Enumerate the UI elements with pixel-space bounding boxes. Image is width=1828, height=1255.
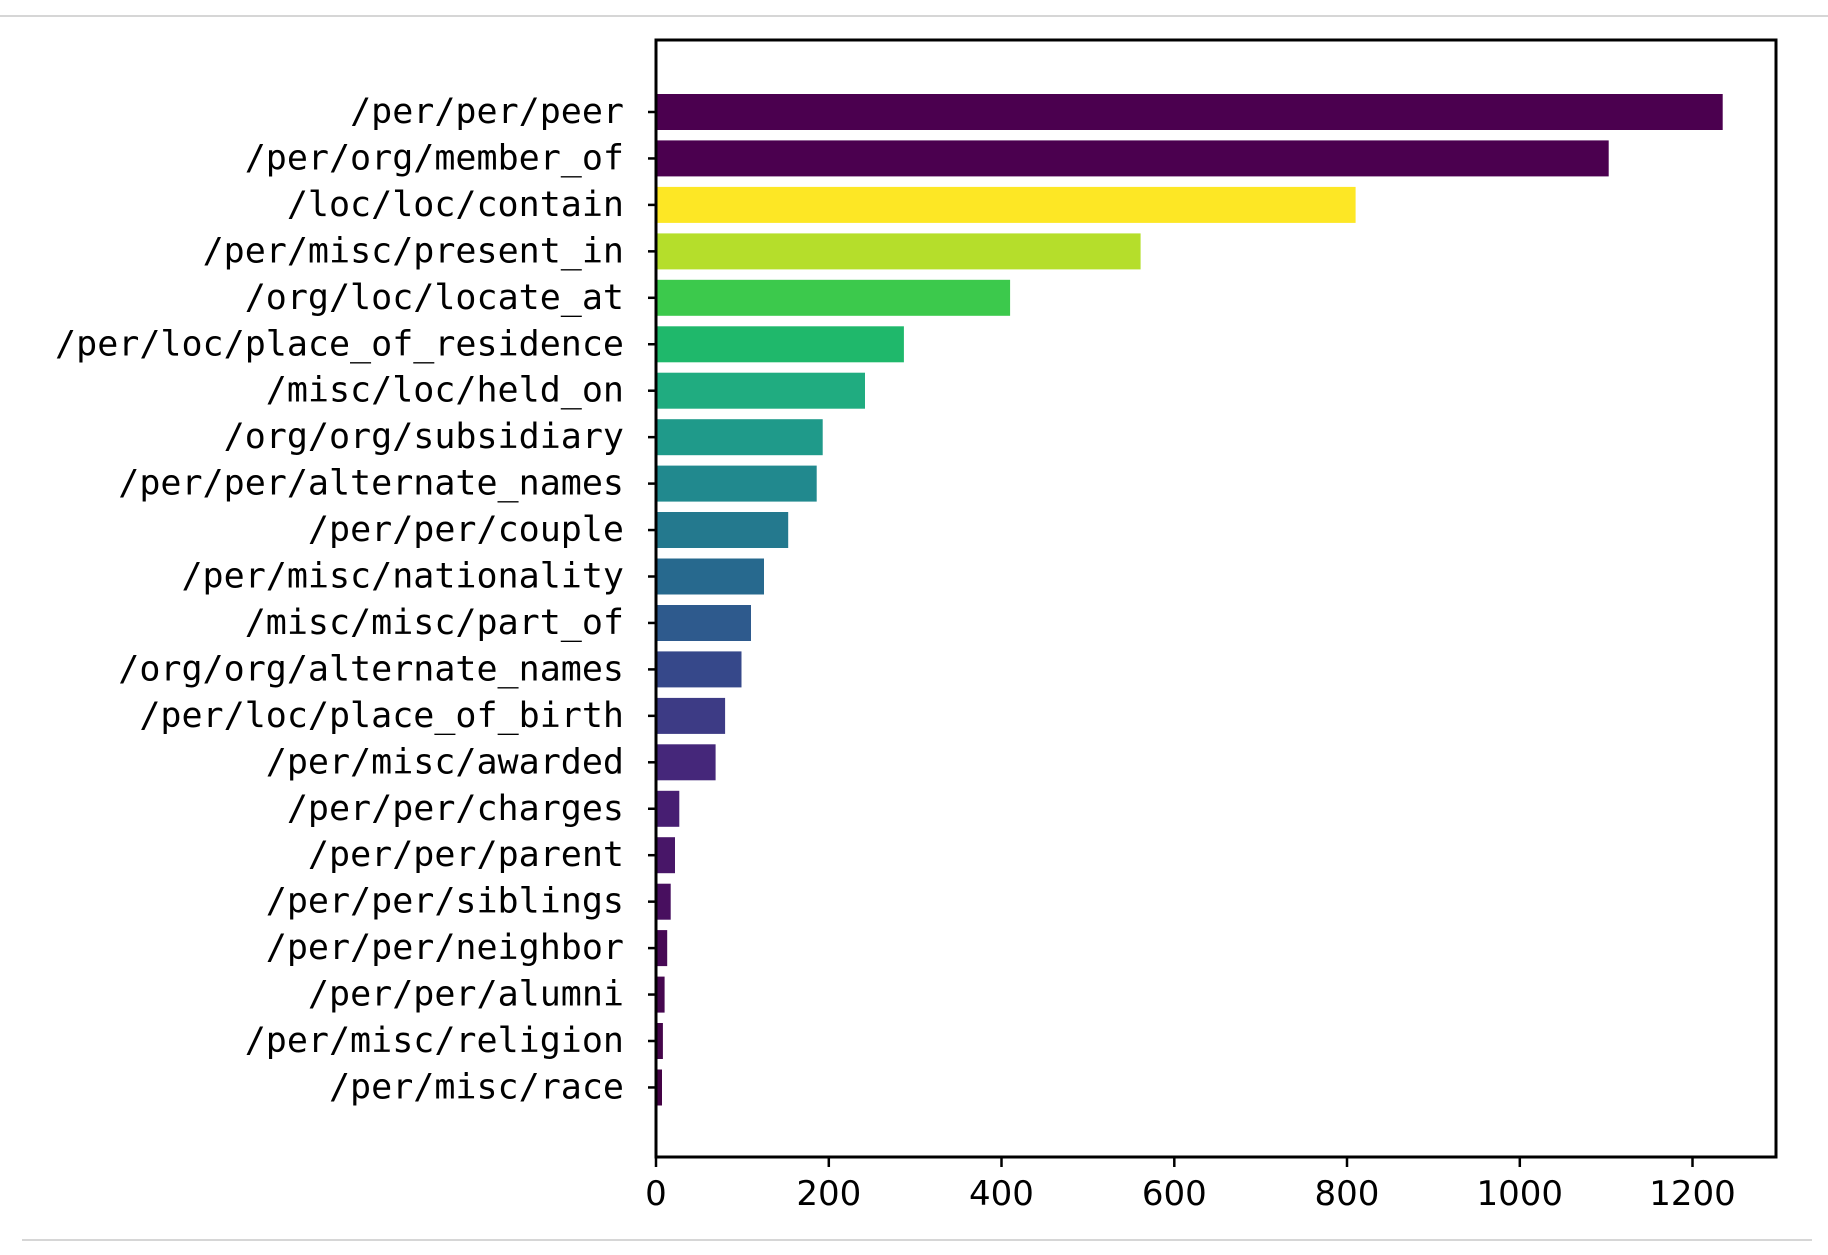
bar	[656, 186, 1356, 223]
bar	[656, 883, 671, 920]
category-label: /org/loc/locate_at	[245, 278, 624, 318]
category-label: /per/per/alumni	[308, 975, 624, 1015]
bar	[656, 140, 1609, 177]
bar	[656, 605, 751, 641]
bar	[656, 419, 823, 456]
category-label: /per/per/neighbor	[266, 928, 624, 968]
category-label: /per/per/couple	[308, 510, 624, 550]
x-tick-label: 800	[1315, 1174, 1380, 1214]
bar	[656, 326, 904, 363]
category-label: /per/per/alternate_names	[118, 464, 624, 504]
x-tick-label: 600	[1142, 1174, 1207, 1214]
category-label: /per/misc/awarded	[266, 742, 624, 782]
category-label: /org/org/subsidiary	[224, 417, 624, 457]
category-label: /org/org/alternate_names	[118, 649, 624, 689]
x-tick-label: 1200	[1649, 1174, 1736, 1214]
category-label: /per/misc/religion	[245, 1021, 624, 1061]
category-label: /per/per/charges	[287, 789, 624, 829]
bar	[656, 790, 680, 827]
x-tick-label: 200	[796, 1174, 861, 1214]
x-tick-label: 1000	[1477, 1174, 1564, 1214]
bar	[656, 1023, 663, 1059]
bar	[656, 697, 726, 734]
category-label: /per/per/siblings	[266, 882, 624, 922]
category-labels: /per/per/peer/per/org/member_of/loc/loc/…	[55, 92, 624, 1107]
category-label: /per/misc/nationality	[181, 557, 624, 597]
bar	[656, 512, 789, 548]
category-label: /per/loc/place_of_residence	[55, 324, 624, 364]
bar	[656, 837, 675, 874]
x-axis-ticks: 0 200 400 600 800 1000 1200	[645, 110, 1736, 1214]
bars-layer	[656, 94, 1723, 1106]
bar	[656, 744, 716, 781]
bar	[656, 651, 742, 688]
category-label: /per/per/peer	[350, 92, 624, 132]
bar	[656, 279, 1011, 316]
category-label: /per/org/member_of	[245, 138, 624, 178]
bar	[656, 1069, 662, 1106]
category-label: /misc/misc/part_of	[245, 603, 624, 643]
bar	[656, 372, 865, 409]
category-label: /misc/loc/held_on	[266, 371, 624, 411]
category-label: /per/per/parent	[308, 835, 624, 875]
category-label: /per/loc/place_of_birth	[139, 696, 624, 736]
category-label: /per/misc/race	[329, 1067, 624, 1107]
bar	[656, 465, 817, 502]
bar	[656, 94, 1723, 130]
plot-area-frame	[654, 38, 1778, 1159]
bar	[656, 976, 665, 1013]
category-label: /loc/loc/contain	[287, 185, 624, 225]
x-tick-label: 400	[969, 1174, 1034, 1214]
bar	[656, 233, 1141, 270]
category-label: /per/misc/present_in	[203, 231, 624, 271]
bar	[656, 558, 764, 595]
bar	[656, 930, 668, 967]
x-tick-label: 0	[645, 1174, 667, 1214]
